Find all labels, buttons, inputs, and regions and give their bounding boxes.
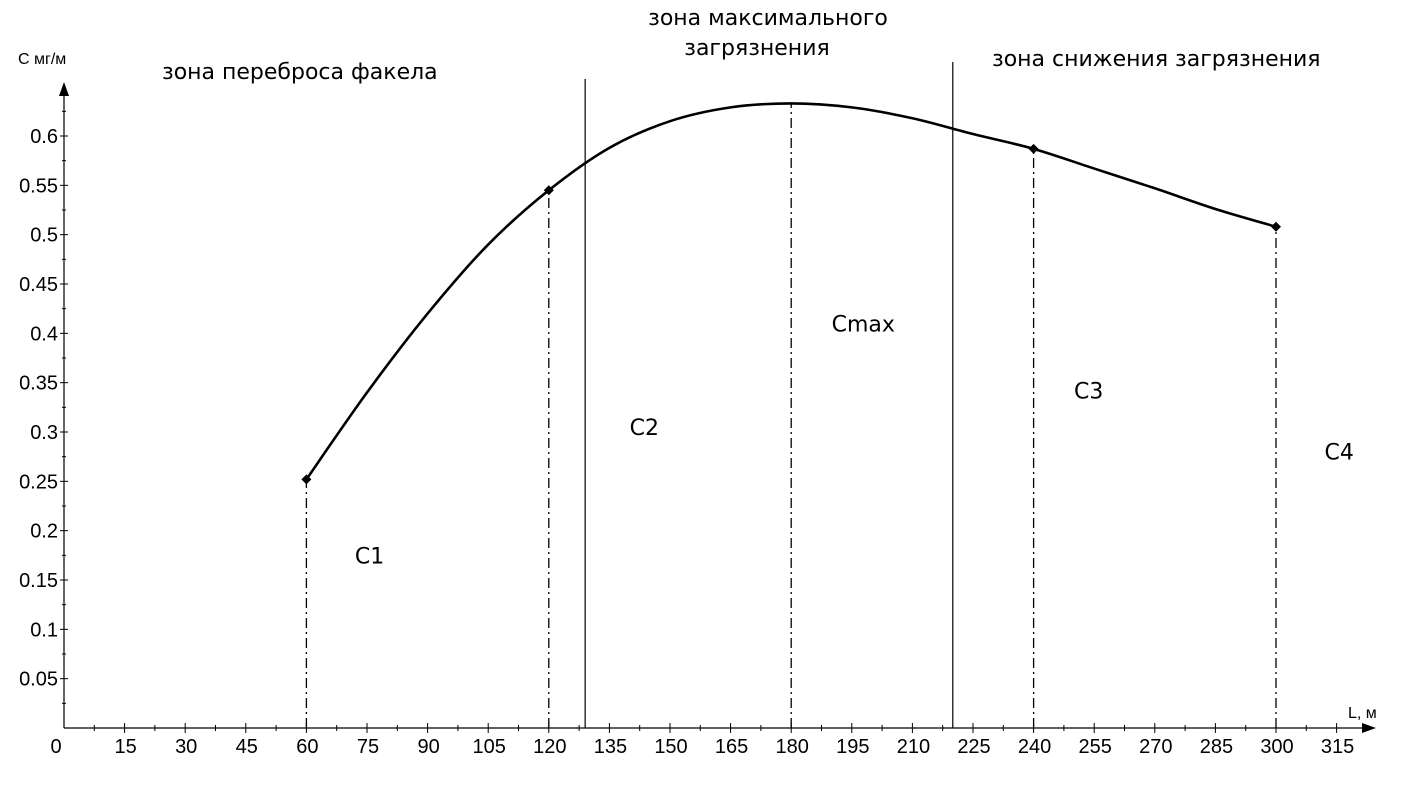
zone-label-right: зона снижения загрязнения [992,47,1321,72]
zone-label-middle-1: зона максимального [648,6,888,31]
x-tick-label: 60 [296,736,318,758]
point-label: С4 [1324,441,1353,466]
x-tick-label: 225 [957,736,990,758]
point-label: Cmax [832,312,895,337]
x-axis-arrow [1362,723,1376,733]
x-tick-label: 105 [473,736,506,758]
x-tick-label: 150 [654,736,687,758]
x-tick-label: 30 [175,736,197,758]
x-tick-label: 15 [114,736,136,758]
chart-labels: зона переброса факела зона максимального з… [162,6,1354,569]
x-tick-label: 195 [836,736,869,758]
x-tick-label: 315 [1321,736,1354,758]
y-tick-label: 0.3 [30,422,58,444]
y-axis-arrow [59,82,69,96]
zone-boundaries [584,62,954,728]
zone-label-middle-2: загрязнения [684,36,829,61]
point-label: С2 [630,416,659,441]
data-point-marker [301,474,312,485]
y-tick-label: 0.15 [19,570,58,592]
series-line [305,102,1277,481]
data-point-marker [543,185,554,196]
x-tick-label: 45 [236,736,258,758]
y-tick-label: 0.25 [19,471,58,493]
x-tick-label: 180 [776,736,809,758]
x-tick-label: 255 [1079,736,1112,758]
drop-lines [305,103,1277,728]
y-tick-label: 0.55 [19,175,58,197]
point-label: С1 [355,544,384,569]
y-axis-title: С мг/м [18,51,66,68]
x-tick-label: 210 [897,736,930,758]
concentration-curve [301,102,1281,485]
y-tick-label: 0.6 [30,126,58,148]
x-tick-label: 285 [1200,736,1233,758]
y-tick-label: 0.35 [19,373,58,395]
x-tick-label: 90 [417,736,439,758]
y-tick-label: 0.2 [30,521,58,543]
y-tick-label: 0.05 [19,669,58,691]
data-point-marker [1271,221,1281,232]
x-tick-label: 240 [1018,736,1051,758]
x-tick-label: 165 [715,736,748,758]
x-axis-title: L, м [1348,705,1377,722]
y-tick-label: 0.1 [30,619,58,641]
y-tick-label: 0.5 [30,225,58,247]
axes: 0 15 30 45 60 75 90 105 120 135 150 165 180 195 210 225… [18,51,1377,758]
point-label: С3 [1074,380,1103,405]
y-tick-label: 0.4 [30,323,58,345]
x-tick-label: 75 [357,736,379,758]
x-tick-label: 270 [1139,736,1172,758]
zone-label-left: зона переброса факела [162,60,438,85]
x-tick-label: 300 [1260,736,1293,758]
x-tick-label: 120 [533,736,566,758]
x-tick-label: 0 [50,736,61,758]
x-tick-label: 135 [594,736,627,758]
y-tick-label: 0.45 [19,274,58,296]
data-point-marker [1028,143,1039,154]
